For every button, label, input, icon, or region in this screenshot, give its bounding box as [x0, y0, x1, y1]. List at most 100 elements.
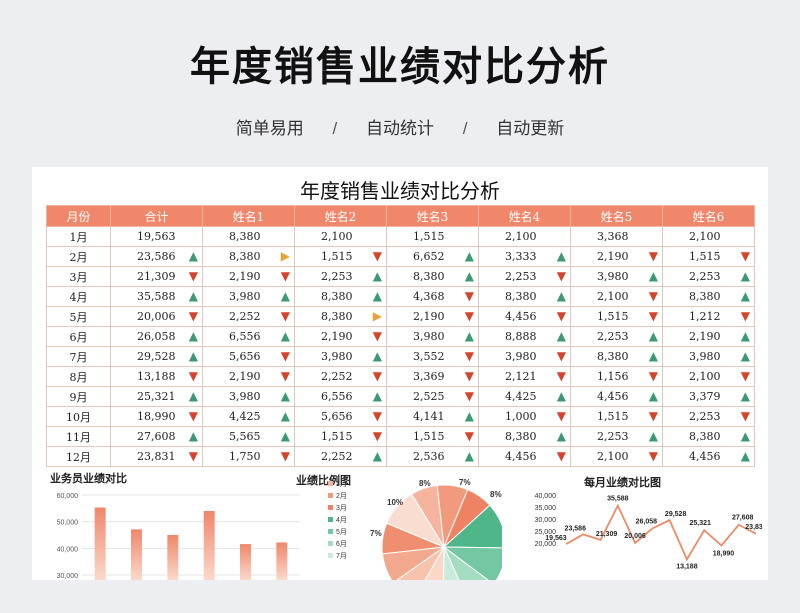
pie-slice: [386, 493, 446, 549]
down-arrow-icon: ▼: [740, 249, 750, 263]
down-arrow-icon: ▼: [556, 349, 566, 363]
legend-label: 5月: [336, 528, 347, 536]
down-arrow-icon: ▼: [648, 449, 658, 463]
cell-value: 2,252: [321, 450, 353, 463]
cell-value: 2,190: [597, 250, 629, 263]
up-arrow-icon: ▲: [188, 329, 198, 343]
line-data-label: 19,563: [545, 535, 567, 542]
bar-chart: 60,000 50,000 40,000 30,000: [57, 493, 300, 580]
cell-value: 25,321: [137, 390, 176, 403]
down-arrow-icon: ▼: [464, 369, 474, 383]
legend-swatch: [328, 517, 333, 522]
value-cell: 4,425 ▲: [202, 406, 295, 427]
value-cell: 2,253 ▼: [478, 266, 571, 287]
value-cell: 2,253 ▼: [662, 406, 755, 427]
cell-value: 27,608: [137, 430, 176, 443]
down-arrow-icon: ▼: [372, 329, 382, 343]
up-arrow-icon: ▲: [556, 389, 566, 403]
up-arrow-icon: ▲: [556, 289, 566, 303]
cell-value: 1,000: [505, 410, 537, 423]
cell-value: 6,556: [229, 330, 261, 343]
right-arrow-icon: ▶: [280, 249, 290, 263]
cell-value: 1,515: [413, 430, 445, 443]
cell-value: 4,456: [689, 450, 721, 463]
y-tick-label: 25,000: [535, 529, 557, 536]
cell-value: 21,309: [137, 270, 176, 283]
legend-swatch: [328, 481, 333, 486]
value-cell: 8,380 ▲: [478, 286, 571, 307]
table-row: 7月 29,528 ▲ 5,656 ▼ 3,980 ▲ 3,552 ▼ 3,980 ▼ 8,380 ▲ 3…: [46, 346, 755, 367]
table-row: 6月 26,058 ▲ 6,556 ▲ 2,190 ▼ 3,980 ▲ 8,888 ▲ 2,253 ▲ 2…: [46, 326, 755, 347]
down-arrow-icon: ▼: [280, 309, 290, 323]
down-arrow-icon: ▼: [556, 409, 566, 423]
value-cell: 4,456 ▲: [662, 446, 755, 467]
bar: [131, 529, 142, 580]
down-arrow-icon: ▼: [372, 409, 382, 423]
cell-value: 2,100: [321, 230, 353, 243]
month-cell: 8月: [46, 366, 111, 387]
cell-value: 1,515: [597, 310, 629, 323]
cell-value: 4,456: [505, 450, 537, 463]
cell-value: 4,456: [505, 310, 537, 323]
value-cell: 3,980 ▼: [478, 346, 571, 367]
down-arrow-icon: ▼: [372, 429, 382, 443]
cell-value: 3,980: [597, 270, 629, 283]
value-cell: 2,100 ▼: [570, 286, 663, 307]
y-tick-label: 50,000: [57, 520, 79, 527]
line-data-label: 18,990: [713, 550, 735, 557]
subtitle-item: 简单易用: [235, 119, 304, 138]
subtitle-separator: /: [462, 119, 468, 138]
cell-value: 13,188: [137, 370, 176, 383]
month-cell: 7月: [46, 346, 111, 367]
table-body: 1月 19,563 8,380 2,100 1,515 2,100 3,368 2,100 2月…: [46, 226, 755, 467]
value-cell: 3,552 ▼: [386, 346, 479, 367]
y-tick-label: 40,000: [57, 546, 79, 553]
legend-label: 6月: [336, 540, 347, 548]
spreadsheet-preview: 年度销售业绩对比分析 月份 合计 姓名1 姓名2 姓名3 姓名4 姓名5 姓名6 1月 19,5…: [32, 167, 768, 580]
cell-value: 6,652: [413, 250, 445, 263]
column-header: 姓名6: [662, 205, 755, 227]
down-arrow-icon: ▼: [648, 309, 658, 323]
month-cell: 12月: [46, 446, 111, 467]
cell-value: 19,563: [137, 230, 176, 243]
cell-value: 8,380: [597, 350, 629, 363]
value-cell: 3,379 ▲: [662, 386, 755, 407]
value-cell: 8,380 ▲: [478, 426, 571, 447]
pie-slice: [424, 546, 445, 580]
pie-slice: [442, 546, 460, 580]
table-row: 11月 27,608 ▲ 5,565 ▲ 1,515 ▼ 1,515 ▼ 8,380 ▲ 2,253 ▲…: [46, 426, 755, 447]
cell-value: 5,656: [229, 350, 261, 363]
value-cell: 2,536 ▲: [386, 446, 479, 467]
cell-value: 2,253: [689, 410, 721, 423]
down-arrow-icon: ▼: [556, 369, 566, 383]
column-header: 姓名2: [294, 205, 387, 227]
value-cell: 8,380 ▶: [202, 246, 295, 267]
line-data-label: 23,586: [565, 525, 587, 532]
value-cell: 4,368 ▼: [386, 286, 479, 307]
legend-label: 2月: [336, 492, 347, 500]
cell-value: 2,190: [229, 270, 261, 283]
legend-label: 3月: [336, 504, 347, 512]
line-data-label: 21,309: [596, 531, 618, 538]
down-arrow-icon: ▼: [188, 269, 198, 283]
value-cell: 1,156 ▼: [570, 366, 663, 387]
series-line: [565, 503, 757, 562]
column-header: 姓名3: [386, 205, 479, 227]
up-arrow-icon: ▲: [556, 329, 566, 343]
up-arrow-icon: ▲: [464, 449, 474, 463]
cell-value: 1,515: [597, 410, 629, 423]
cell-value: 8,380: [229, 230, 261, 243]
up-arrow-icon: ▲: [740, 449, 750, 463]
value-cell: 2,253 ▲: [570, 326, 663, 347]
month-cell: 11月: [46, 426, 111, 447]
value-cell: 3,980 ▲: [202, 386, 295, 407]
cell-value: 2,100: [597, 450, 629, 463]
table-row: 12月 23,831 ▼ 1,750 ▼ 2,252 ▲ 2,536 ▲ 4,456 ▼ 2,100 ▼…: [46, 446, 755, 467]
cell-value: 2,190: [229, 370, 261, 383]
pie-data-label: 7%: [459, 478, 471, 487]
value-cell: 1,515 ▼: [570, 306, 663, 327]
down-arrow-icon: ▼: [648, 249, 658, 263]
cell-value: 2,536: [413, 450, 445, 463]
cell-value: 35,588: [137, 290, 176, 303]
cell-value: 8,380: [689, 290, 721, 303]
